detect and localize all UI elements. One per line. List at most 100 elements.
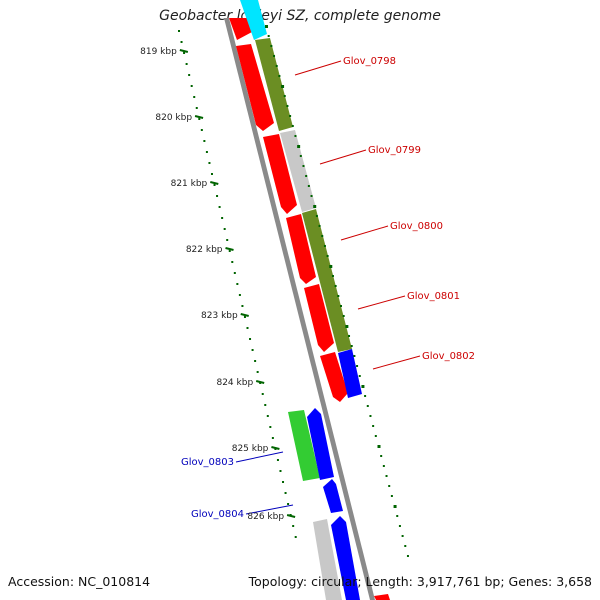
gene-arrow-red[interactable] — [320, 352, 348, 402]
minor-tick — [264, 404, 267, 406]
gene-label[interactable]: Glov_0801 — [407, 291, 460, 302]
outer-tick — [313, 205, 317, 208]
outer-tick — [339, 305, 342, 307]
gene-leader-line — [340, 225, 389, 241]
minor-tick — [200, 129, 203, 131]
outer-tick — [393, 505, 397, 508]
outer-tick — [358, 375, 361, 377]
gene-label[interactable]: Glov_0804 — [191, 509, 244, 520]
scale-tick-label: 825 kbp — [232, 444, 269, 454]
minor-tick — [231, 261, 234, 263]
major-tick — [225, 247, 234, 251]
major-tick — [240, 313, 249, 317]
minor-tick — [256, 371, 259, 373]
gene-arrow-cyan[interactable] — [240, 0, 267, 40]
gene-block-gray[interactable] — [280, 130, 316, 212]
minor-tick — [282, 481, 285, 483]
gene-arrow-red[interactable] — [374, 594, 390, 600]
minor-tick — [216, 195, 219, 197]
outer-tick — [377, 445, 381, 448]
gene-label[interactable]: Glov_0802 — [422, 351, 475, 362]
gene-block-olive[interactable] — [302, 209, 352, 352]
outer-tick — [366, 405, 369, 407]
outer-tick — [396, 515, 399, 517]
gene-leader-line — [372, 355, 421, 370]
minor-tick — [266, 415, 269, 417]
outer-tick — [267, 35, 270, 37]
outer-tick — [297, 145, 301, 148]
minor-tick — [226, 239, 229, 241]
gene-arrow-blue[interactable] — [307, 408, 334, 480]
outer-tick — [401, 535, 404, 537]
minor-tick — [183, 52, 186, 54]
scale-labels: 819 kbp 820 kbp 821 kbp 822 kbp 823 kbp 824 k… — [140, 47, 284, 522]
gene-arrow-blue[interactable] — [331, 516, 360, 600]
minor-tick — [233, 272, 236, 274]
outer-tick — [310, 195, 313, 197]
gene-label[interactable]: Glov_0803 — [181, 457, 234, 468]
gene-arrow-red[interactable] — [286, 214, 316, 284]
minor-tick — [241, 305, 244, 307]
major-tick — [210, 181, 219, 185]
outer-tick — [350, 345, 353, 347]
gene-leader-line — [357, 295, 406, 310]
gene-arrow-red[interactable] — [236, 44, 274, 131]
map-title: Geobacter lovleyi SZ, complete genome — [159, 8, 441, 24]
outer-tick — [281, 85, 285, 88]
outer-tick — [299, 155, 302, 157]
gene-block-olive[interactable] — [255, 38, 293, 131]
gene-arrow-red[interactable] — [304, 284, 334, 352]
gene-label[interactable]: Glov_0799 — [368, 145, 421, 156]
gene-label[interactable]: Glov_0800 — [390, 221, 443, 232]
minor-tick — [276, 459, 279, 461]
gene-label[interactable]: Glov_0798 — [343, 56, 396, 67]
outer-tick — [273, 55, 276, 57]
outer-tick — [307, 185, 310, 187]
outer-tick — [353, 355, 356, 357]
minor-tick — [246, 327, 249, 329]
outer-ticks — [265, 25, 409, 557]
minor-tick — [251, 349, 254, 351]
gene-block-gray[interactable] — [313, 519, 342, 600]
genome-backbone — [224, 18, 375, 600]
minor-tick — [261, 393, 264, 395]
gene-arrow-red[interactable] — [263, 134, 297, 214]
minor-tick — [178, 30, 180, 32]
outer-tick — [390, 495, 393, 497]
minor-tick — [236, 283, 239, 285]
outer-tick — [326, 255, 329, 257]
gene-leader-line — [294, 60, 342, 76]
minor-tick — [195, 107, 198, 109]
minor-tick — [193, 96, 196, 98]
minor-tick — [294, 536, 297, 538]
minor-tick — [210, 173, 213, 175]
genome-summary: Topology: circular; Length: 3,917,761 bp… — [248, 574, 592, 589]
major-tick — [286, 514, 296, 518]
outer-tick — [270, 45, 273, 47]
minor-tick — [218, 206, 221, 208]
outer-tick — [331, 275, 334, 277]
minor-tick — [205, 151, 208, 153]
major-tick — [271, 446, 280, 450]
minor-tick — [292, 525, 295, 527]
outer-tick — [404, 545, 407, 547]
major-tick — [194, 115, 204, 119]
minor-tick — [180, 41, 183, 43]
outer-tick — [323, 245, 326, 247]
minor-tick — [190, 85, 193, 87]
outer-tick — [385, 475, 388, 477]
outer-tick — [318, 225, 321, 227]
outer-tick — [265, 25, 268, 28]
minor-tick — [228, 250, 231, 252]
outer-tick — [361, 385, 365, 388]
minor-tick — [223, 228, 226, 230]
gene-arrow-red[interactable] — [229, 18, 252, 40]
gene-block-green[interactable] — [288, 410, 320, 481]
scale-tick-label: 823 kbp — [201, 311, 238, 321]
scale-tick-label: 822 kbp — [186, 245, 223, 255]
gene-arrow-blue[interactable] — [323, 479, 343, 513]
minor-tick — [284, 492, 287, 494]
accession-label: Accession: NC_010814 — [8, 574, 151, 589]
gene-block-blue[interactable] — [338, 349, 362, 398]
scale-tick-label: 820 kbp — [155, 113, 192, 123]
